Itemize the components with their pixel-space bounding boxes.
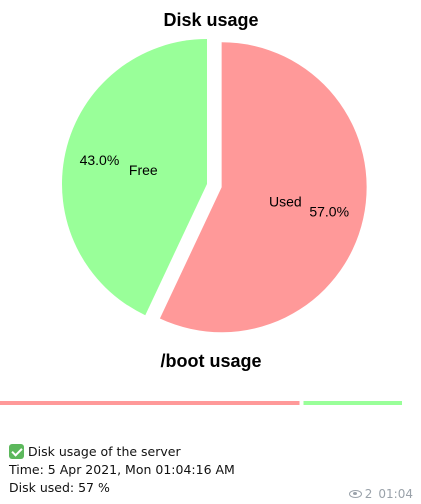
message-disk-line: Disk used: 57 % [9,480,110,495]
sent-time: 01:04 [378,487,413,501]
pie-slice-free [62,39,207,316]
boot-bar-segment-used [0,401,300,405]
message-time-line: Time: 5 Apr 2021, Mon 01:04:16 AM [9,462,235,477]
pie-chart: Used 57.0% Free 43.0% [62,39,367,333]
boot-usage-bar [0,401,402,405]
pie-chart-title: Disk usage [163,10,258,30]
message-bubble: Disk usage of the server Time: 5 Apr 202… [0,435,421,504]
chart-image: Disk usage Used 57.0% Free 43.0% /boot usag… [0,10,402,405]
bar-chart-title: /boot usage [160,351,261,371]
message-heading: Disk usage of the server [28,444,181,459]
chart-canvas: Disk usage Used 57.0% Free 43.0% /boot usag… [0,10,402,405]
check-mark-icon [9,444,24,459]
pie-slice-used [159,42,367,333]
message-heading-line: Disk usage of the server [9,444,181,460]
pie-label-used: Used [269,194,302,210]
eye-icon [348,490,362,498]
pie-percent-free: 43.0% [80,152,120,168]
message-meta: 2 01:04 [348,487,413,501]
pie-label-free: Free [129,162,158,178]
pie-percent-used: 57.0% [309,203,349,219]
boot-bar-segment-free [303,401,402,405]
view-count: 2 [364,487,373,501]
